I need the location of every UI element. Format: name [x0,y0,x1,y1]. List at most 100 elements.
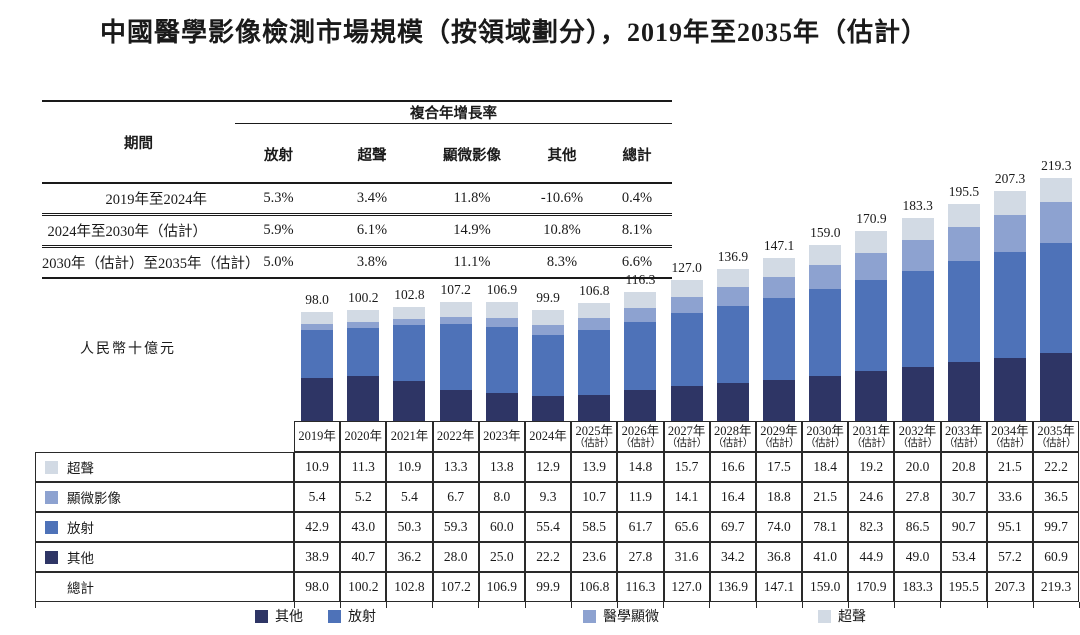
cagr-row: 2024年至2030年（估計） 5.9% 6.1% 14.9% 10.8% 8.1% [42,216,673,248]
cagr-table-body: 2019年至2024年 5.3% 3.4% 11.8% -10.6% 0.4% 2024年至… [42,184,673,279]
series-value-cell: 17.5 [755,452,803,482]
series-value-cell: 36.2 [386,542,433,572]
bar-segment [901,270,934,367]
year-label: 2019年 [298,429,336,444]
axis-tick [986,602,988,608]
series-row: 顯微影像 5.4 5.2 5.4 6.7 8.0 9.3 10.7 11.9 14.1 16.4 18… [35,482,1080,512]
series-value-cell: 95.1 [986,512,1033,542]
series-value-cell: 59.3 [432,512,479,542]
year-label: 2034年 [991,423,1029,438]
bar-slot: 147.1 [756,140,802,421]
bar-slot: 219.3 [1033,140,1079,421]
bar-total-label: 99.9 [536,290,560,306]
legend-label: 其他 [275,610,303,625]
series-value-cell: 12.9 [524,452,572,482]
series-value-cell: 5.2 [340,482,387,512]
series-value-cell: 49.0 [894,542,941,572]
legend-item: 其他 [255,606,303,626]
bar-slot: 116.3 [617,140,663,421]
axis-tick [663,602,665,608]
bar-segment [347,309,380,323]
cagr-value: 8.3% [522,248,602,279]
cagr-col-header: 超聲 [322,124,422,184]
bar-slot: 107.2 [433,140,479,421]
bar-segment [670,313,703,386]
series-value-cell: 5.4 [294,482,341,512]
bar-total-label: 147.1 [763,237,795,253]
axis-tick [35,602,36,608]
year-label: 2024年 [529,429,567,444]
year-header-cell: 2026年 （估計） [617,421,664,452]
series-value-cell: 58.5 [571,512,618,542]
bar-segment [994,251,1026,358]
bar-segment [532,310,564,325]
cagr-col-header: 其他 [522,124,602,184]
series-value-cell: 18.8 [755,482,803,512]
series-value-cell: 60.9 [1033,542,1080,572]
cagr-col-header: 顯微影像 [422,124,522,184]
bar-segment [439,324,472,390]
series-value-cell: 99.7 [1033,512,1080,542]
legend-item: 醫學顯微 [583,606,659,626]
series-value-cell: 27.8 [617,542,664,572]
bar-segment [855,231,888,253]
axis-tick [847,602,849,608]
series-row: 其他 38.9 40.7 36.2 28.0 25.0 22.2 23.6 27.8 31.6 34… [35,542,1080,572]
bar-segment [578,394,611,421]
year-label: 2023年 [483,429,521,444]
cagr-row: 2030年（估計）至2035年（估計） 5.0% 3.8% 11.1% 8.3% 6.6% [42,248,673,279]
year-header-cell: 2020年 [340,421,387,452]
year-header-cell: 2023年 [478,421,525,452]
series-value-cell: 69.7 [709,512,756,542]
year-estimate-note: （估計） [1036,438,1077,450]
series-value-cell: 13.3 [432,452,479,482]
year-header-cell: 2021年 [386,421,433,452]
bar-segment [1040,202,1073,243]
bar-slot: 127.0 [664,140,710,421]
bar-segment [947,227,980,262]
bar-slot: 195.5 [941,140,987,421]
series-name: 放射 [67,521,94,536]
bar-total-label: 107.2 [440,281,471,297]
bar-segment [578,302,611,319]
year-header-cell: 2024年 [524,421,572,452]
bar-segment [301,330,333,378]
year-label: 2020年 [344,429,383,444]
bar-segment [763,380,795,421]
cagr-value: 0.4% [602,184,673,216]
series-value-cell: 33.6 [986,482,1033,512]
bar-segment [301,312,333,325]
series-row-label-inner: 其他 [36,547,293,567]
series-value-cell: 30.7 [940,482,987,512]
cagr-row-label: 2030年（估計）至2035年（估計） [42,248,260,279]
series-row-label-inner: 超聲 [36,457,293,477]
y-axis-label: 人民幣十億元 [80,342,176,357]
table-corner [35,421,294,452]
axis-tick [524,602,526,608]
series-value-cell: 8.0 [478,482,525,512]
cagr-value: 8.1% [602,216,673,248]
series-row: 放射 42.9 43.0 50.3 59.3 60.0 55.4 58.5 61.7 65.6 69… [35,512,1080,542]
bar-segment [763,298,795,381]
axis-tick [894,602,896,608]
series-value-cell: 60.0 [478,512,525,542]
series-value-cell: 82.3 [848,512,895,542]
bar-total-label: 116.3 [625,272,656,288]
bar-segment [855,371,888,421]
year-label: 2028年 [714,423,752,438]
stacked-bar [532,310,564,421]
legend-color-swatch [255,609,268,623]
series-row-label: 其他 [35,542,294,572]
total-value-cell: 106.9 [478,572,525,602]
series-row-label: 放射 [35,512,294,542]
bar-slot: 100.2 [340,140,386,421]
stacked-bar [301,312,333,421]
bar-segment [994,190,1026,215]
year-header-cell: 2032年 （估計） [894,421,941,452]
series-row-label-inner: 放射 [36,517,293,537]
data-table: 2019年 2020年 2021年 2022年 2023年 2024年 2025年 （估計） 2… [35,421,1080,602]
year-estimate-note: （估計） [943,438,985,450]
stacked-bar [901,217,934,421]
cagr-row-label: 2024年至2030年（估計） [42,216,235,248]
bar-segment [485,393,518,421]
